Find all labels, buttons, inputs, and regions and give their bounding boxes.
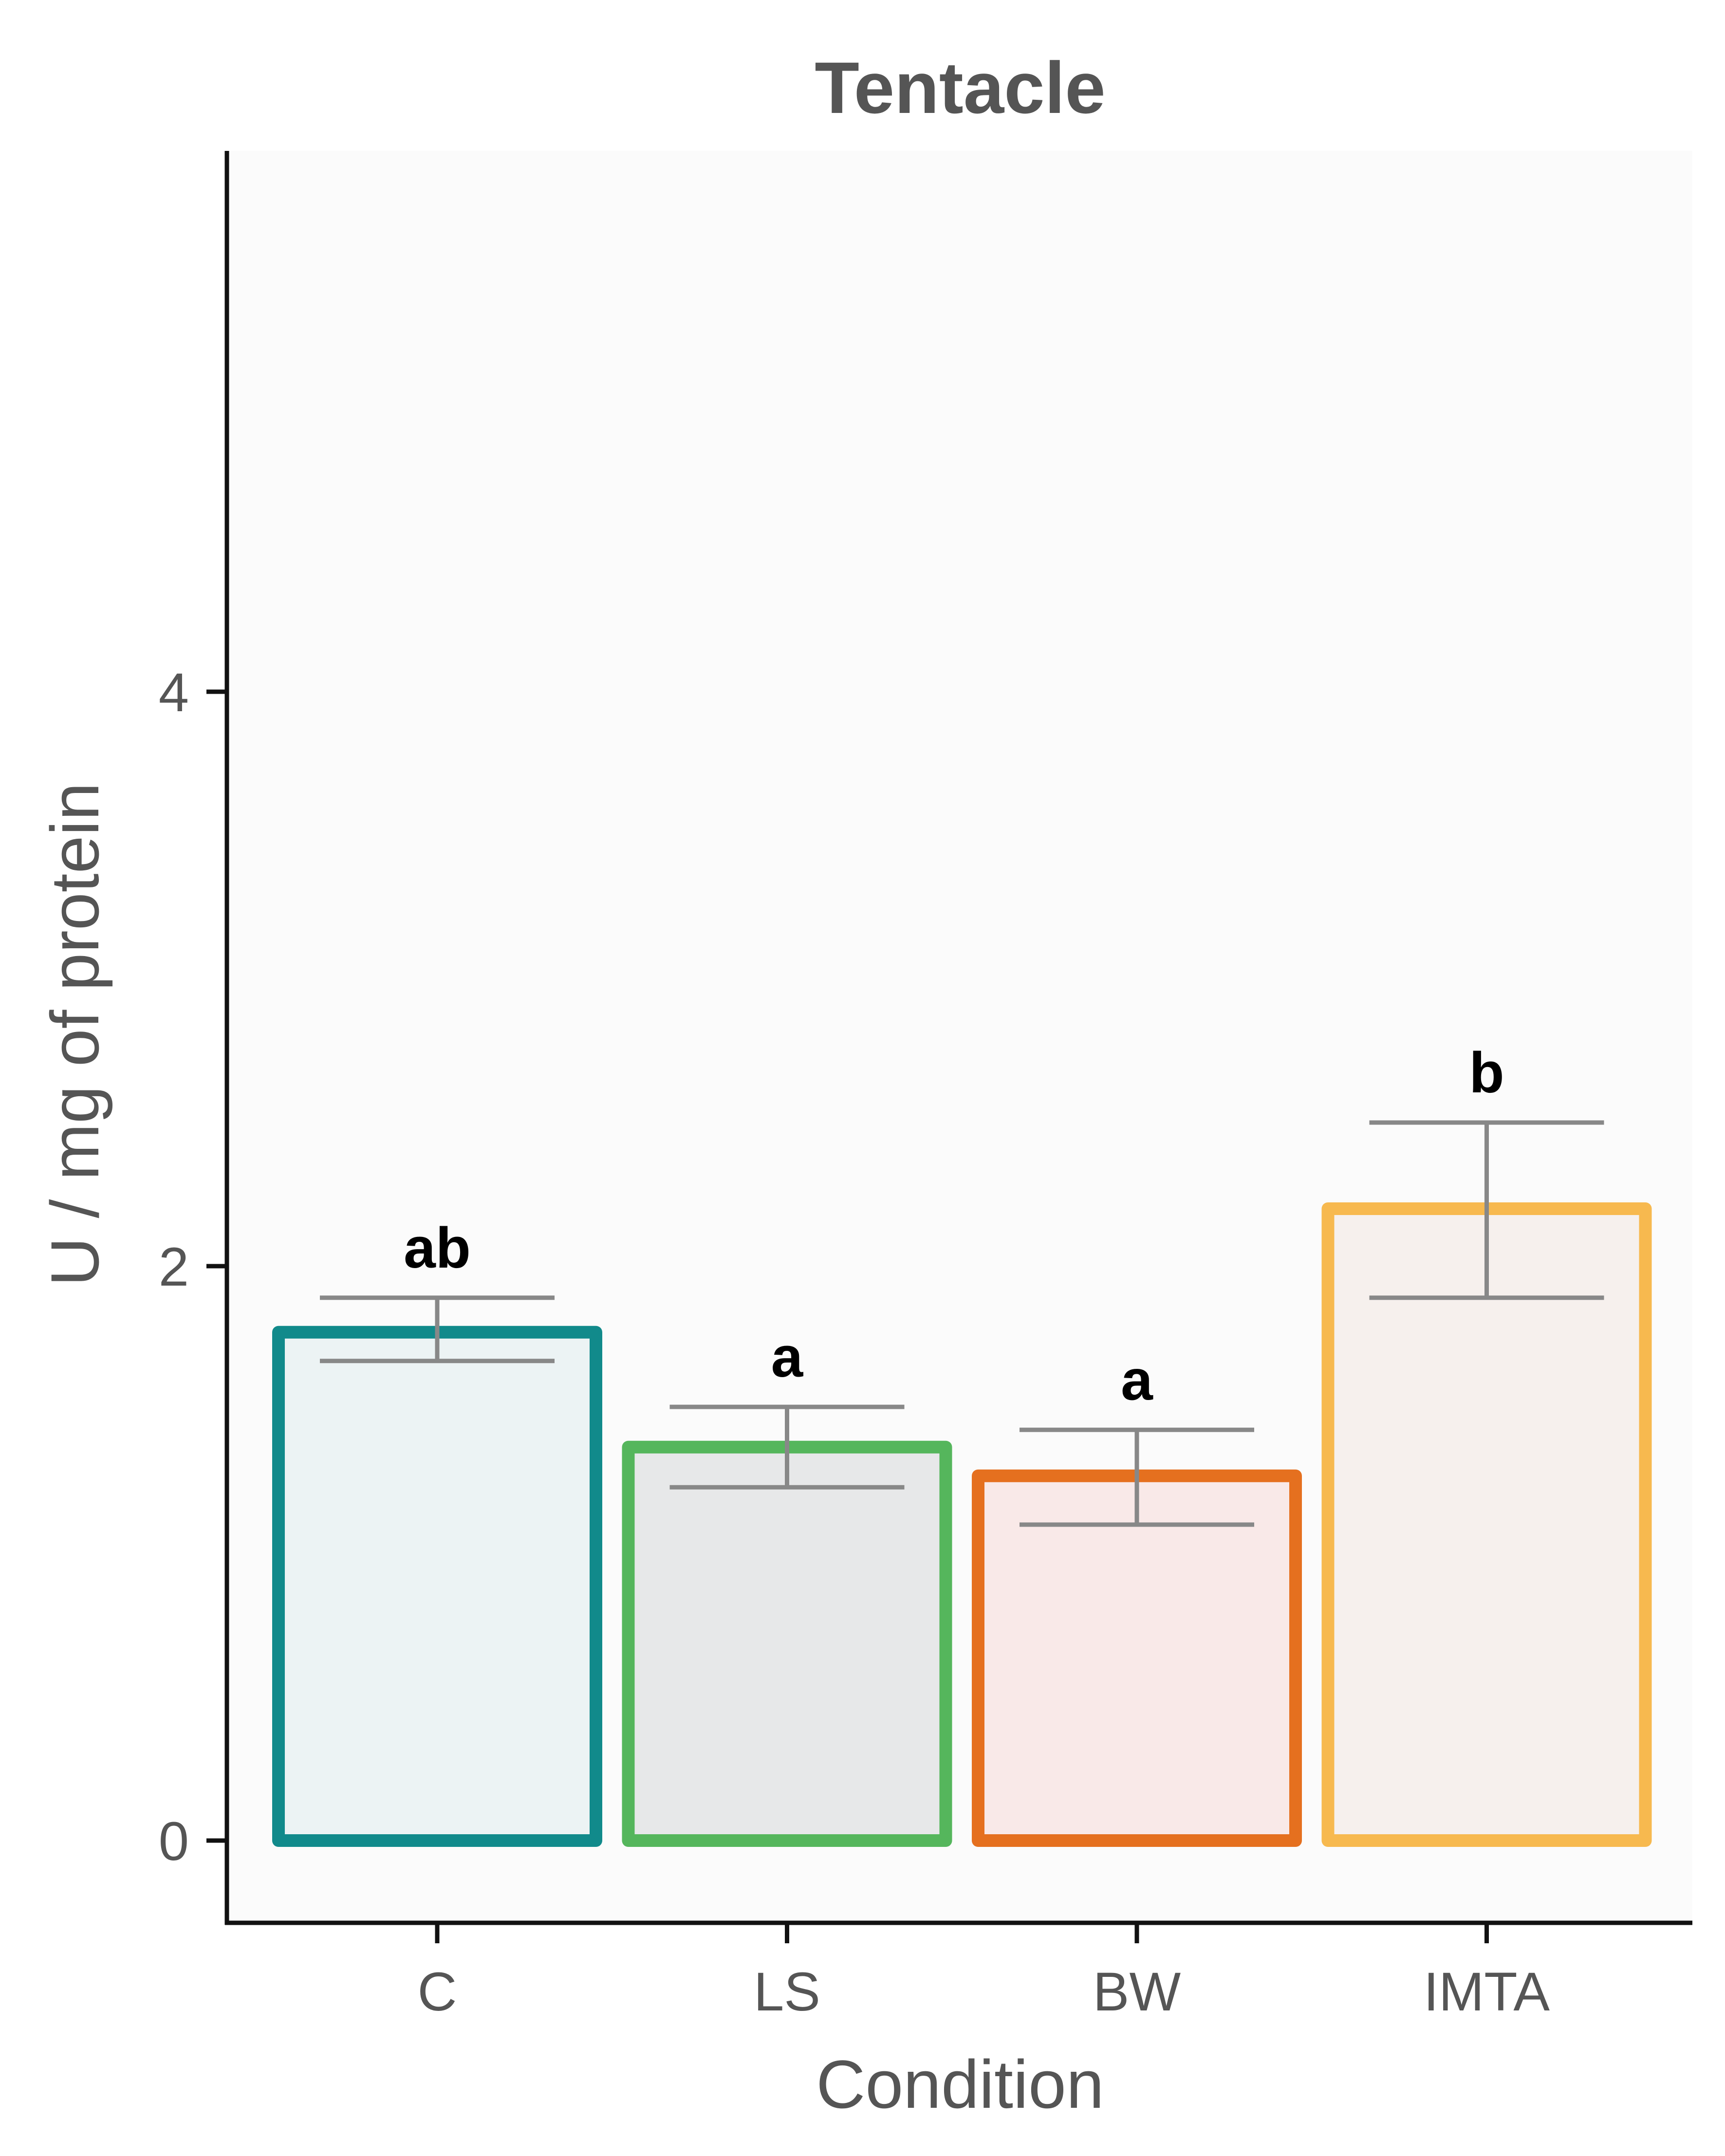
x-tick-label-ls: LS: [754, 1961, 820, 2022]
significance-label-imta: b: [1469, 1041, 1504, 1105]
y-axis-title: U / mg of protein: [37, 783, 113, 1287]
error-bar-bw: [1020, 1427, 1254, 1527]
error-bar-ls: [669, 1404, 905, 1490]
significance-label-c: ab: [404, 1216, 471, 1280]
bar-c: [272, 1326, 602, 1847]
y-tick-label-0: 0: [159, 1811, 189, 1872]
chart-title: Tentacle: [815, 47, 1105, 129]
x-tick-label-imta: IMTA: [1424, 1961, 1550, 2022]
error-bar-c: [320, 1295, 555, 1364]
significance-label-ls: a: [771, 1325, 804, 1389]
x-tick-label-bw: BW: [1093, 1961, 1181, 2022]
y-tick-label-4: 4: [159, 662, 189, 723]
significance-label-bw: a: [1121, 1348, 1153, 1412]
bar-bw: [972, 1469, 1302, 1847]
bar-imta: [1321, 1202, 1652, 1847]
y-tick-label-2: 2: [159, 1236, 189, 1297]
bar-ls: [622, 1440, 952, 1847]
error-bar-imta: [1369, 1120, 1604, 1300]
x-tick-label-c: C: [418, 1961, 457, 2022]
x-axis-title: Condition: [816, 2046, 1104, 2122]
